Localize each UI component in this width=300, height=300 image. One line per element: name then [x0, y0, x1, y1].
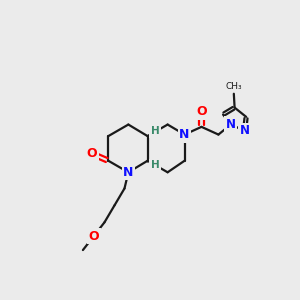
Text: N: N [226, 118, 236, 131]
Text: N: N [240, 124, 250, 137]
Text: O: O [87, 147, 98, 160]
Text: O: O [88, 230, 99, 243]
Text: CH₃: CH₃ [226, 82, 242, 91]
Text: N: N [123, 166, 134, 179]
Text: H: H [151, 127, 160, 136]
Text: N: N [179, 128, 190, 141]
Polygon shape [148, 130, 159, 136]
Text: H: H [151, 160, 160, 170]
Text: O: O [196, 105, 207, 118]
